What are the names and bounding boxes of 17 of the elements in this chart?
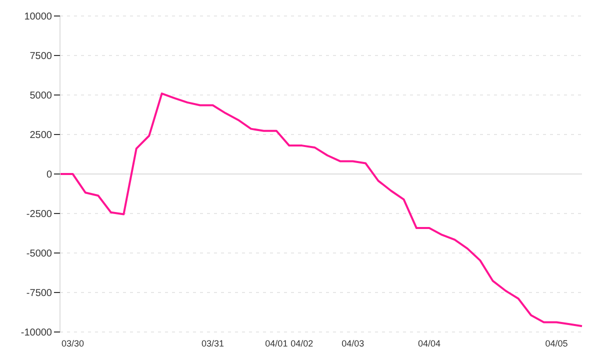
y-tick-label: 10000 [24,12,52,23]
x-tick-label: 04/01 [265,338,288,348]
y-tick-label: 7500 [30,51,52,62]
x-tick-label: 03/30 [61,338,84,348]
x-tick-label: 04/02 [290,338,314,348]
y-tick-label: 5000 [30,90,52,102]
y-tick-label: -10000 [20,328,52,339]
y-tick-label: 0 [46,170,52,181]
x-tick-label: 04/04 [418,338,440,348]
y-tick-label: -7500 [26,288,52,300]
y-tick-label: -2500 [26,209,52,220]
y-tick-label: 2500 [30,130,52,142]
y-tick-label: -5000 [26,248,52,260]
line-series [59,92,583,328]
x-tick-label: 04/03 [342,338,364,348]
x-tick-label: 04/05 [545,338,568,348]
x-tick-label: 03/31 [202,338,224,348]
